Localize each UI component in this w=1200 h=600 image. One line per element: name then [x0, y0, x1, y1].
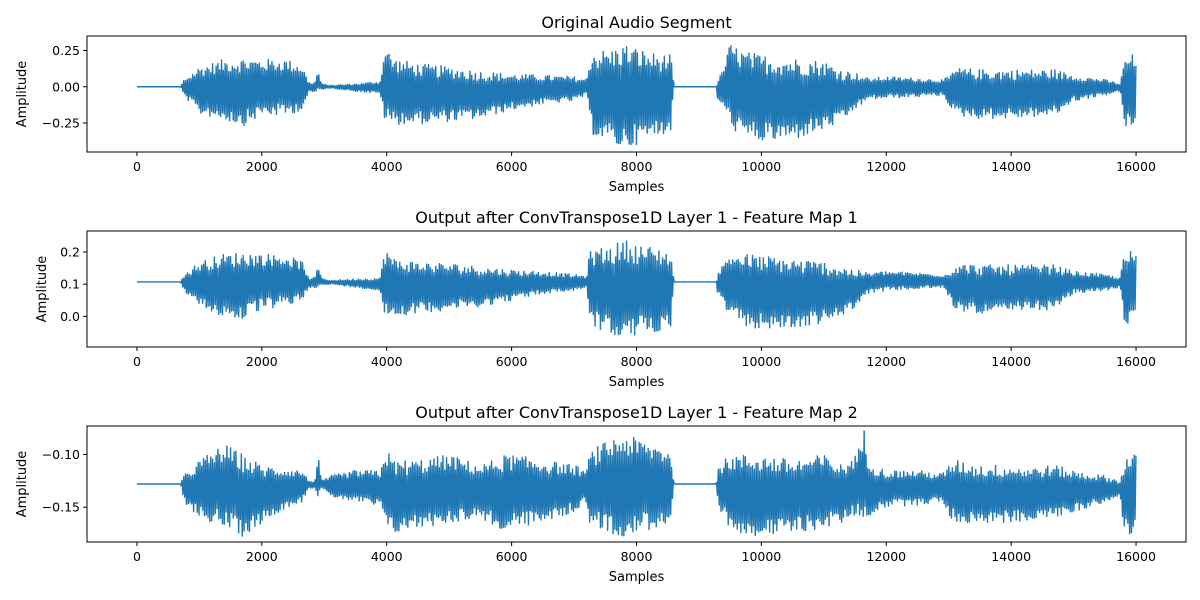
- x-tick-label: 16000: [1116, 549, 1156, 564]
- y-tick-label: −0.25: [42, 116, 80, 131]
- y-tick-label: 0.2: [60, 244, 80, 259]
- x-tick-label: 8000: [621, 549, 653, 564]
- waveform-line-1: [136, 430, 1137, 537]
- subplot-1: Original Audio Segment 0 2000 4000 6000 8000 1…: [15, 13, 1187, 195]
- x-tick-label: 12000: [866, 549, 906, 564]
- y-axis-label: Amplitude: [15, 451, 30, 518]
- x-tick-label: 2000: [246, 549, 278, 564]
- x-tick-label: 0: [133, 159, 141, 174]
- x-axis-label: Samples: [609, 375, 665, 390]
- y-tick-label: 0.25: [52, 43, 80, 58]
- y-tick-label: 0.00: [52, 79, 80, 94]
- y-tick-label: 0.1: [60, 277, 80, 292]
- x-tick-label: 8000: [621, 354, 653, 369]
- y-tick-label: 0.0: [60, 309, 80, 324]
- x-tick-label: 8000: [621, 159, 653, 174]
- subplot-3: Output after ConvTranspose1D Layer 1 - F…: [15, 403, 1187, 585]
- x-tick-label: 6000: [496, 549, 528, 564]
- x-tick-label: 12000: [866, 159, 906, 174]
- x-tick-label: 14000: [991, 354, 1031, 369]
- x-tick-label: 4000: [371, 354, 403, 369]
- y-axis-label: Amplitude: [35, 256, 50, 323]
- waveform-line-1: [136, 240, 1137, 336]
- chart-title: Output after ConvTranspose1D Layer 1 - F…: [415, 403, 858, 422]
- x-tick-label: 16000: [1116, 159, 1156, 174]
- x-tick-label: 4000: [371, 549, 403, 564]
- waveform-line-1: [136, 45, 1137, 146]
- x-tick-label: 0: [133, 549, 141, 564]
- x-tick-label: 14000: [991, 159, 1031, 174]
- x-tick-label: 6000: [496, 354, 528, 369]
- x-tick-label: 2000: [246, 354, 278, 369]
- x-tick-label: 12000: [866, 354, 906, 369]
- x-axis-label: Samples: [609, 570, 665, 585]
- x-tick-label: 10000: [742, 159, 782, 174]
- x-tick-label: 2000: [246, 159, 278, 174]
- y-tick-label: −0.10: [42, 447, 80, 462]
- y-tick-label: −0.15: [42, 500, 80, 515]
- chart-title: Output after ConvTranspose1D Layer 1 - F…: [415, 208, 858, 227]
- x-tick-label: 0: [133, 354, 141, 369]
- x-tick-label: 16000: [1116, 354, 1156, 369]
- chart-title: Original Audio Segment: [541, 13, 731, 32]
- x-tick-label: 10000: [742, 354, 782, 369]
- x-axis-label: Samples: [609, 180, 665, 195]
- y-axis-label: Amplitude: [15, 61, 30, 128]
- subplot-2: Output after ConvTranspose1D Layer 1 - F…: [35, 208, 1187, 390]
- x-tick-label: 10000: [742, 549, 782, 564]
- x-tick-label: 14000: [991, 549, 1031, 564]
- x-tick-label: 6000: [496, 159, 528, 174]
- x-tick-label: 4000: [371, 159, 403, 174]
